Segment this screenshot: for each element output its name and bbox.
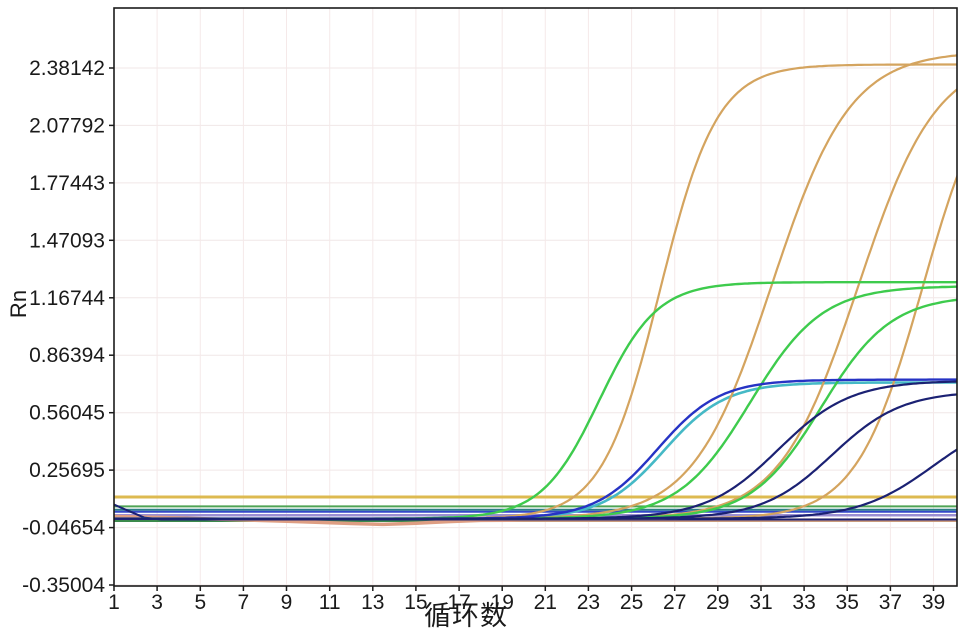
y-tick-label: 0.86394 [29, 344, 105, 367]
series-orange-4 [114, 173, 957, 520]
x-tick-label: 1 [108, 591, 120, 614]
plot-frame [113, 7, 958, 587]
series-blue-4 [114, 448, 957, 520]
x-tick-label: 33 [792, 591, 815, 614]
x-tick-label: 7 [238, 591, 250, 614]
series-group [114, 54, 957, 527]
y-axis-title: Rn [6, 289, 31, 319]
x-tick-label: 23 [577, 591, 600, 614]
x-tick-label: 35 [836, 591, 859, 614]
x-tick-label: 19 [491, 591, 514, 614]
series-green-3 [114, 298, 957, 520]
axes: 1 3 5 7 9 11 13 15 17 19 21 23 25 27 29 31 33 35 37 392.381… [22, 57, 945, 614]
series-orange-2 [114, 54, 957, 520]
y-tick-label: 1.77443 [29, 172, 105, 195]
x-tick-label: 27 [663, 591, 686, 614]
y-tick-label: -0.35004 [22, 574, 105, 597]
y-tick-label: -0.04654 [22, 517, 105, 540]
x-tick-label: 31 [749, 591, 772, 614]
series-green-2 [114, 285, 957, 520]
x-tick-label: 13 [361, 591, 384, 614]
series-green-1 [114, 281, 957, 520]
x-tick-label: 21 [534, 591, 557, 614]
x-tick-label: 39 [922, 591, 945, 614]
x-tick-label: 25 [620, 591, 643, 614]
x-tick-label: 17 [447, 591, 470, 614]
x-tick-label: 9 [281, 591, 293, 614]
x-tick-label: 37 [879, 591, 902, 614]
y-tick-label: 2.38142 [29, 57, 105, 80]
y-tick-label: 0.25695 [29, 459, 105, 482]
x-axis-title: 循环数 [424, 601, 508, 628]
y-tick-label: 1.47093 [29, 229, 105, 252]
y-tick-label: 0.56045 [29, 402, 105, 425]
x-tick-label: 3 [151, 591, 163, 614]
gridlines [113, 8, 957, 586]
x-tick-label: 29 [706, 591, 729, 614]
x-tick-label: 15 [404, 591, 427, 614]
x-tick-label: 11 [319, 591, 341, 614]
x-tick-label: 5 [194, 591, 206, 614]
y-tick-label: 1.16744 [29, 287, 105, 310]
y-tick-label: 2.07792 [29, 114, 105, 137]
